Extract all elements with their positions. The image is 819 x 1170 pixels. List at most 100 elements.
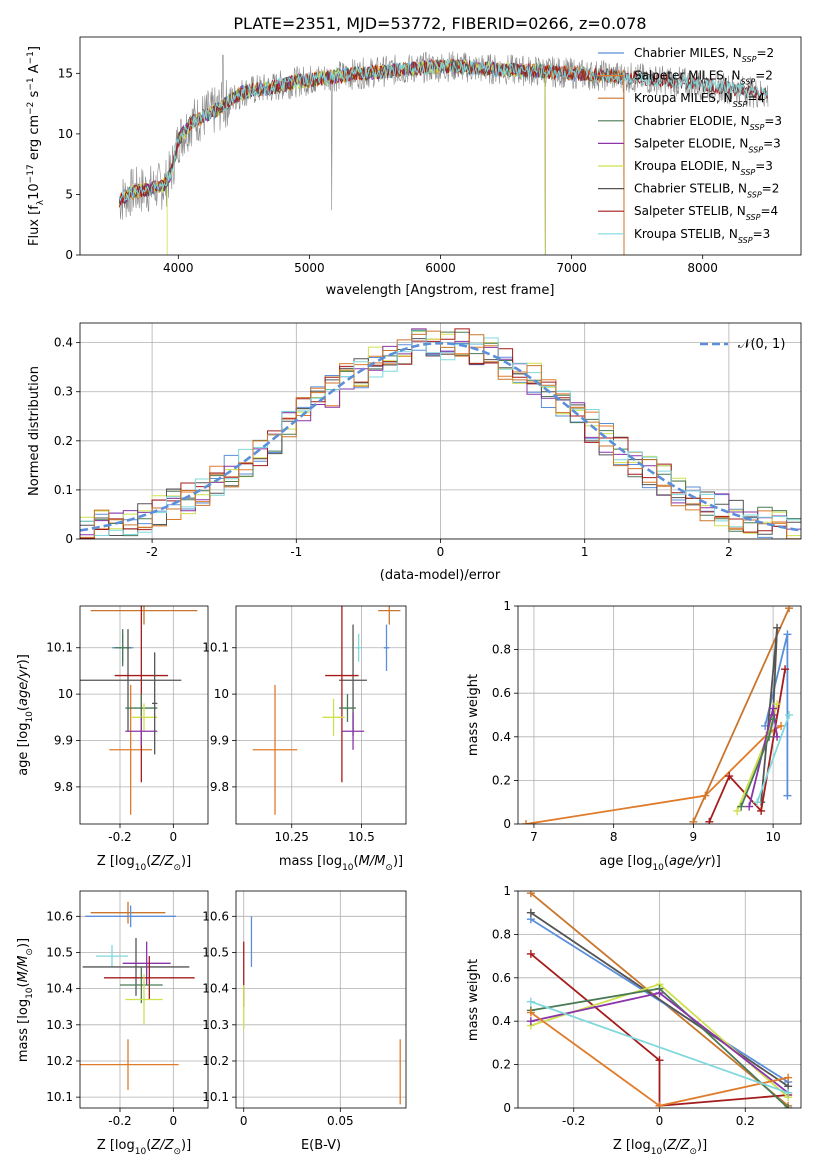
y-tick-label: 10.3 — [202, 1018, 229, 1032]
axis-label-part: 10 — [27, 183, 42, 200]
axes-frame — [517, 605, 802, 825]
y-tick-label: 0.3 — [54, 385, 73, 399]
x-tick-label: -0.2 — [108, 1114, 131, 1128]
axis-label-part: )] — [16, 654, 31, 664]
plot-area-residual_hist — [80, 323, 801, 539]
y-tick-label: 0.4 — [492, 1014, 511, 1028]
axis-label-part: 10 — [25, 711, 35, 723]
y-tick-label: 0.4 — [492, 730, 511, 744]
legend-sub: SSP — [747, 190, 762, 199]
axis-label-part: Z/Z — [666, 1138, 690, 1153]
axis-label-part: ⊙ — [385, 863, 393, 873]
y-tick-label: 0.6 — [492, 686, 511, 700]
axis-label: Z [log10(Z/Z⊙)] — [97, 854, 191, 873]
y-tick-label: 10.1 — [202, 1090, 229, 1104]
axis-label-part: )] — [697, 1138, 707, 1153]
weight-line — [692, 607, 790, 823]
axis-label-part: )] — [181, 1138, 191, 1153]
x-tick-label: 0 — [170, 1114, 178, 1128]
axis-label-part: Z [log — [613, 1138, 651, 1153]
y-tick-label: 10.6 — [46, 909, 73, 923]
y-tick-label: 0.2 — [54, 434, 73, 448]
legend-entry: Chabrier STELIB, NSSP=2 — [634, 182, 779, 200]
y-tick-label: 10.2 — [46, 1054, 73, 1068]
figure-title: PLATE=2351, MJD=53772, FIBERID=0266, z=0… — [233, 14, 646, 33]
axis-label-part: −2 — [26, 102, 36, 115]
x-tick-label: 0 — [656, 1114, 664, 1128]
axis-label-part: erg cm — [27, 115, 42, 164]
plot-area-mass_vs_Z — [80, 891, 208, 1108]
axis-label-part: 10 — [651, 1147, 663, 1157]
axis-label-part: Z/Z — [150, 854, 174, 869]
axis-label: Z [log10(Z/Z⊙)] — [97, 1138, 191, 1157]
legend-text: =3 — [763, 136, 781, 150]
legend-sub: SSP — [742, 55, 757, 64]
legend-entry: Salpeter MILES, NSSP=2 — [634, 69, 773, 87]
legend-text: =2 — [762, 182, 780, 196]
axis-label-part: ( — [16, 706, 31, 711]
axis-label: mass [log10(M/M⊙)] — [16, 938, 35, 1062]
y-tick-label: 10.4 — [202, 982, 229, 996]
y-tick-label: 5 — [65, 187, 73, 201]
histogram-step — [80, 330, 801, 539]
y-tick-label: 0 — [503, 817, 511, 831]
x-tick-label: 10.25 — [275, 830, 309, 844]
legend-text: Salpeter STELIB, N — [634, 204, 746, 218]
axis-label-part: ( — [146, 1138, 151, 1153]
axis-label-part: ( — [16, 982, 31, 987]
y-tick-label: 10.6 — [202, 909, 229, 923]
legend-text: =2 — [756, 46, 774, 60]
legend-entry: Kroupa STELIB, NSSP=3 — [634, 227, 770, 245]
axis-label-part: Z/Z — [150, 1138, 174, 1153]
legend-text: =3 — [764, 114, 782, 128]
x-tick-label: 7 — [530, 830, 538, 844]
legend-sub: SSP — [746, 213, 761, 222]
model-spectrum-line — [118, 58, 625, 255]
axis-label-part: mass [log — [279, 854, 342, 869]
y-tick-label: 10.2 — [202, 1054, 229, 1068]
chart-residual_hist: -2 -1 0 1 2 0 0.1 0.2 0.3 0.4 𝒩(0, 1) (data-model)/… — [27, 322, 802, 583]
y-tick-label: 10.5 — [202, 945, 229, 959]
plot-area-weight_vs_Z — [518, 891, 801, 1108]
x-tick-label: 2 — [725, 545, 733, 559]
legend-sub: SSP — [750, 122, 765, 131]
x-tick-label: 4000 — [163, 261, 194, 275]
x-tick-label: 0 — [170, 830, 178, 844]
legend-entry: Salpeter ELODIE, NSSP=3 — [634, 136, 781, 154]
y-tick-label: 10 — [214, 687, 229, 701]
legend-text: Salpeter MILES, N — [634, 69, 741, 83]
y-axis-label: mass weight — [466, 674, 481, 756]
legend-sub: SSP — [738, 235, 753, 244]
axis-label-part: )] — [393, 854, 403, 869]
weight-line — [530, 1000, 789, 1094]
x-tick-label: 0.2 — [736, 1114, 755, 1128]
legend-entry: Chabrier ELODIE, NSSP=3 — [634, 114, 782, 132]
legend-text: =4 — [760, 204, 778, 218]
legend-text: =3 — [755, 159, 773, 173]
y-tick-label: 0.8 — [492, 927, 511, 941]
plot-area-weight_vs_age — [518, 606, 801, 824]
y-tick-label: 0.2 — [492, 773, 511, 787]
y-tick-label: 1 — [503, 599, 511, 613]
axes-frame — [235, 890, 407, 1109]
y-tick-label: 10 — [58, 687, 73, 701]
y-tick-label: 10.4 — [46, 982, 73, 996]
plot-area-mass_vs_ebv — [236, 891, 406, 1108]
axis-label-part: mass [log — [16, 999, 31, 1062]
y-tick-label: 0.4 — [54, 336, 73, 350]
x-tick-label: 8000 — [687, 261, 718, 275]
axis-label-part: age/yr — [16, 663, 31, 706]
y-tick-label: 15 — [58, 66, 73, 80]
axis-label-part: ⊙ — [25, 948, 35, 956]
axis-label-part: )] — [181, 854, 191, 869]
x-tick-label: 9 — [690, 830, 698, 844]
x-tick-label: 0 — [240, 1114, 248, 1128]
chart-mass_vs_ebv: 0 0.05 10.1 10.2 10.3 10.4 10.5 10.6 E(B-V) — [202, 890, 407, 1153]
axis-label-part: 10 — [25, 987, 35, 999]
axis-label-part: A — [27, 64, 42, 77]
legend-text: Kroupa ELODIE, N — [634, 159, 741, 173]
axis-label-part: ( — [664, 854, 669, 869]
y-axis-label: mass weight — [466, 959, 481, 1041]
